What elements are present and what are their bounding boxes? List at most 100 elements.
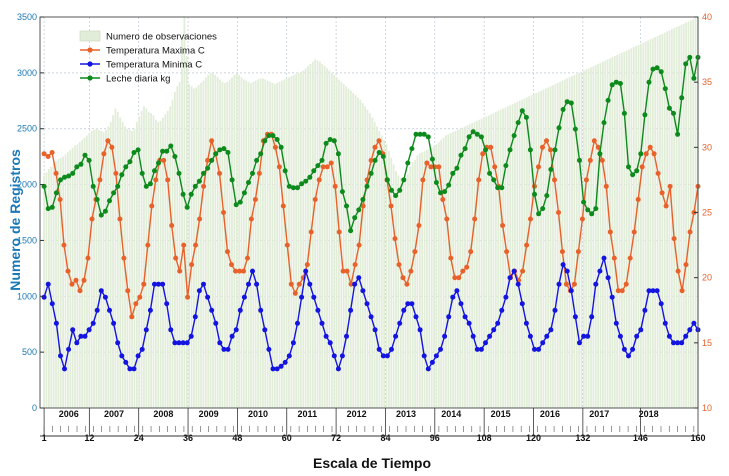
- data-point: [250, 268, 255, 274]
- data-point: [98, 288, 104, 294]
- data-point: [201, 170, 206, 176]
- data-point: [528, 216, 533, 222]
- data-point: [425, 366, 431, 372]
- data-point: [593, 281, 599, 287]
- bar: [585, 69, 588, 409]
- data-point: [266, 346, 272, 352]
- bar: [592, 66, 595, 408]
- bar: [128, 129, 131, 408]
- bar: [421, 152, 424, 408]
- data-point: [229, 177, 235, 183]
- data-point: [507, 147, 513, 153]
- data-point: [442, 333, 448, 339]
- bar: [300, 71, 302, 409]
- data-point: [532, 191, 537, 197]
- data-point: [462, 146, 468, 152]
- bar: [278, 81, 281, 409]
- data-point: [336, 229, 342, 235]
- data-point: [254, 281, 260, 287]
- data-point: [519, 108, 525, 114]
- bar: [185, 56, 188, 408]
- data-point: [572, 314, 578, 320]
- legend-label: Temperatura Maxima C: [106, 46, 205, 57]
- data-point: [149, 203, 155, 209]
- bar: [216, 77, 219, 408]
- data-point: [165, 177, 171, 183]
- year-label: 2009: [199, 409, 219, 419]
- bar: [530, 95, 533, 408]
- data-point: [495, 185, 501, 191]
- data-point: [221, 146, 227, 152]
- data-point: [81, 277, 87, 283]
- bar: [373, 122, 376, 409]
- bar: [242, 79, 245, 408]
- bar: [504, 107, 507, 408]
- data-point: [687, 54, 693, 60]
- data-point: [511, 268, 517, 274]
- bar: [497, 110, 500, 408]
- data-point: [109, 144, 115, 150]
- data-point: [559, 249, 565, 255]
- bar: [342, 84, 345, 409]
- data-point: [213, 320, 219, 326]
- data-point: [299, 294, 305, 300]
- data-point: [98, 212, 104, 218]
- data-point: [188, 191, 194, 197]
- data-point: [487, 170, 493, 176]
- bar: [140, 110, 143, 408]
- bar: [442, 137, 445, 408]
- data-point: [495, 320, 501, 326]
- bar: [556, 82, 559, 408]
- data-point: [630, 346, 636, 352]
- data-point: [603, 183, 609, 189]
- bar: [430, 147, 433, 408]
- data-point: [623, 281, 629, 287]
- data-point: [290, 185, 296, 191]
- data-point: [288, 281, 294, 287]
- data-point: [544, 193, 550, 199]
- data-point: [49, 150, 55, 155]
- data-point: [340, 268, 346, 274]
- bar: [487, 115, 490, 409]
- data-point: [161, 157, 167, 163]
- bar: [571, 76, 573, 409]
- line-series: [41, 54, 701, 372]
- data-point: [152, 281, 157, 287]
- data-point: [683, 262, 689, 268]
- data-point: [671, 236, 677, 242]
- data-point: [119, 353, 125, 359]
- bar: [637, 44, 640, 409]
- bar: [416, 155, 419, 408]
- data-point: [650, 288, 656, 294]
- data-point: [609, 82, 615, 88]
- bar: [328, 70, 331, 408]
- data-point: [348, 228, 354, 234]
- bar: [55, 161, 57, 408]
- data-point: [376, 138, 382, 144]
- data-point: [248, 216, 254, 222]
- legend-marker: [87, 75, 93, 81]
- data-point: [66, 173, 72, 179]
- y2-tick-label: 35: [702, 77, 712, 87]
- data-point: [62, 174, 67, 180]
- data-point: [429, 359, 435, 365]
- bar: [483, 117, 485, 409]
- data-point: [630, 172, 636, 178]
- data-point: [121, 255, 127, 261]
- bar: [266, 80, 269, 409]
- series-temperatura-minima-c: [41, 255, 701, 372]
- data-point: [143, 327, 149, 333]
- data-point: [312, 197, 318, 202]
- data-point: [278, 363, 284, 369]
- data-point: [560, 107, 566, 112]
- bar: [511, 104, 514, 408]
- bar: [228, 79, 231, 408]
- bar: [76, 144, 79, 408]
- legend-item: Leche diaria kg: [80, 74, 170, 85]
- data-point: [572, 126, 578, 132]
- data-point: [683, 333, 689, 339]
- data-point: [687, 229, 693, 235]
- data-point: [320, 164, 326, 170]
- data-point: [474, 131, 480, 137]
- data-point: [523, 114, 529, 120]
